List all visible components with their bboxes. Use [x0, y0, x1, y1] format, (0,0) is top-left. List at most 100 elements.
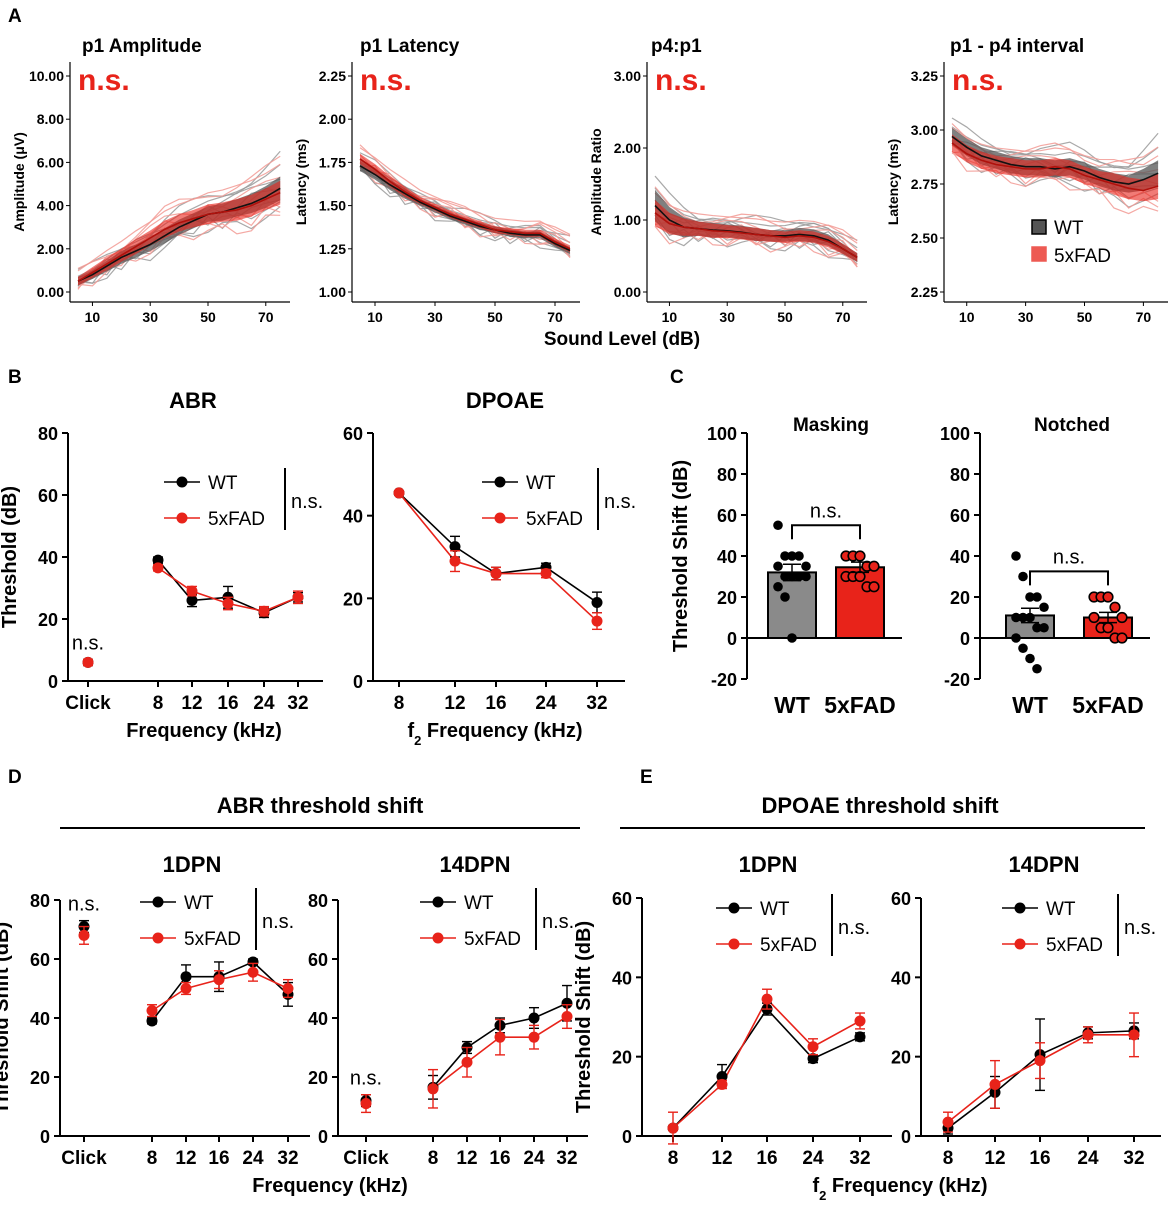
individual-point [1039, 622, 1049, 633]
x-axis-label: Frequency (kHz) [126, 720, 282, 742]
y-tick-label: 60 [891, 889, 911, 909]
data-point-5xFAD [490, 568, 502, 580]
legend-label-5xfad: 5xFAD [208, 509, 265, 530]
chart-A4: p1 - p4 interval n.s. Latency (ms) 2.25 2.50… [885, 36, 1168, 325]
y-tick-label: 20 [30, 1068, 50, 1088]
x-axis-label: f2 Frequency (kHz) [812, 1175, 987, 1203]
data-point-WT [591, 596, 603, 608]
x-axis-label: f2 Frequency (kHz) [407, 720, 582, 748]
y-tick-label: 0 [318, 1127, 328, 1147]
data-point-5xFAD [152, 562, 164, 574]
x-tick-label: 12 [181, 693, 202, 714]
individual-point [1102, 622, 1114, 634]
legend-marker-5xfad [728, 938, 740, 950]
data-point-WT [180, 971, 192, 983]
individual-point [794, 571, 804, 582]
x-tick-label: 12 [984, 1148, 1005, 1169]
data-point-5xFAD [449, 555, 461, 567]
data-point-5xFAD [561, 1011, 573, 1023]
chart-title: p4:p1 [651, 36, 702, 57]
data-point-WT [152, 554, 164, 566]
data-point-WT [186, 594, 198, 606]
individual-trace [951, 117, 1159, 169]
legend-label-wt: WT [1054, 218, 1084, 239]
x-tick-label: 70 [1136, 309, 1152, 325]
x-tick-label: 32 [287, 693, 308, 714]
y-tick-label: 60 [308, 950, 328, 970]
data-point-WT [854, 1031, 866, 1043]
panel-label-B: B [8, 367, 22, 388]
y-tick-label: 1.00 [614, 212, 641, 228]
data-point-5xFAD [393, 487, 405, 499]
y-tick-label: 0 [622, 1127, 632, 1147]
chart-A1: p1 Amplitude n.s. Amplitude (μV) 0.00 2.00 4.… [11, 36, 290, 325]
chart-title: 1DPN [163, 852, 222, 877]
x-tick-label: 30 [427, 309, 443, 325]
x-tick-label: 70 [258, 309, 274, 325]
y-tick-label: 3.00 [614, 68, 641, 84]
individual-point [773, 561, 783, 572]
data-point-WT [247, 956, 259, 968]
data-point-5xFAD [461, 1056, 473, 1068]
y-tick-label: 3.00 [911, 122, 938, 138]
individual-point [773, 581, 783, 592]
chart-A3: p4:p1 n.s. Amplitude Ratio 0.00 1.00 2.00 3.00… [588, 36, 867, 325]
chart-E2: 14DPN 0 20 40 60 8 12 16 24 32 f2 Frequency (kHz) W… [812, 852, 1161, 1203]
x-tick-label: 10 [367, 309, 383, 325]
x-tick-label: 16 [756, 1148, 777, 1169]
x-tick-label: 32 [586, 693, 607, 714]
data-point-WT [146, 1015, 158, 1027]
y-tick-label: 40 [891, 968, 911, 988]
data-point-5xFAD [1034, 1055, 1046, 1067]
y-tick-label: 40 [38, 548, 58, 568]
individual-point [1011, 633, 1021, 643]
individual-trace [359, 147, 571, 237]
individual-point [868, 581, 880, 593]
y-tick-label: -20 [944, 670, 970, 690]
y-axis-label: Latency (ms) [885, 139, 901, 225]
chart-C1: Masking Threshold Shift (dB) -20 0 20 40 60 80 1… [670, 415, 902, 718]
individual-trace [654, 192, 858, 244]
y-axis-label: Threshold Shift (dB) [670, 460, 692, 652]
significance-bracket [1029, 570, 1109, 586]
data-point-5xFAD [247, 966, 259, 978]
data-point-5xFAD [591, 615, 603, 627]
click-ns-annotation: n.s. [68, 894, 100, 916]
individual-trace [77, 155, 281, 269]
y-tick-label: 0.00 [37, 284, 64, 300]
y-tick-label: 6.00 [37, 154, 64, 170]
y-tick-label: 20 [38, 610, 58, 630]
individual-point [801, 571, 811, 582]
y-tick-label: 80 [308, 891, 328, 911]
y-tick-label: 20 [891, 1048, 911, 1068]
legend-marker-5xfad [1014, 938, 1026, 950]
x-tick-label: WT [774, 692, 810, 718]
y-tick-label: 60 [343, 424, 363, 444]
ns-annotation: n.s. [604, 491, 636, 513]
individual-point [773, 520, 783, 531]
legend-label-wt: WT [184, 893, 214, 914]
ns-annotation: n.s. [655, 64, 707, 97]
y-tick-label: -20 [711, 670, 737, 690]
chart-A2: p1 Latency n.s. Latency (ms) 1.00 1.25 1.50 1.… [293, 36, 580, 325]
individual-point [1102, 591, 1114, 603]
y-axis-label: Threshold (dB) [0, 486, 21, 628]
figure-root: A B C D Ep1 Amplitude n.s. Amplitude (μV) 0.00 2… [0, 6, 1168, 1203]
legend-label-5xfad: 5xFAD [184, 929, 241, 950]
ns-annotation: n.s. [952, 64, 1004, 97]
chart-title: p1 Amplitude [82, 36, 202, 57]
x-tick-label: 32 [1123, 1148, 1144, 1169]
y-tick-label: 60 [30, 950, 50, 970]
individual-trace [77, 163, 281, 272]
x-tick-label: 30 [142, 309, 158, 325]
y-tick-label: 80 [717, 465, 737, 485]
legend-label-wt: WT [464, 893, 494, 914]
x-tick-label: 16 [217, 693, 238, 714]
x-tick-label: 30 [719, 309, 735, 325]
y-tick-label: 2.25 [911, 284, 938, 300]
individual-point [801, 561, 811, 572]
data-point-5xFAD [540, 568, 552, 580]
x-tick-label: 24 [802, 1148, 824, 1169]
